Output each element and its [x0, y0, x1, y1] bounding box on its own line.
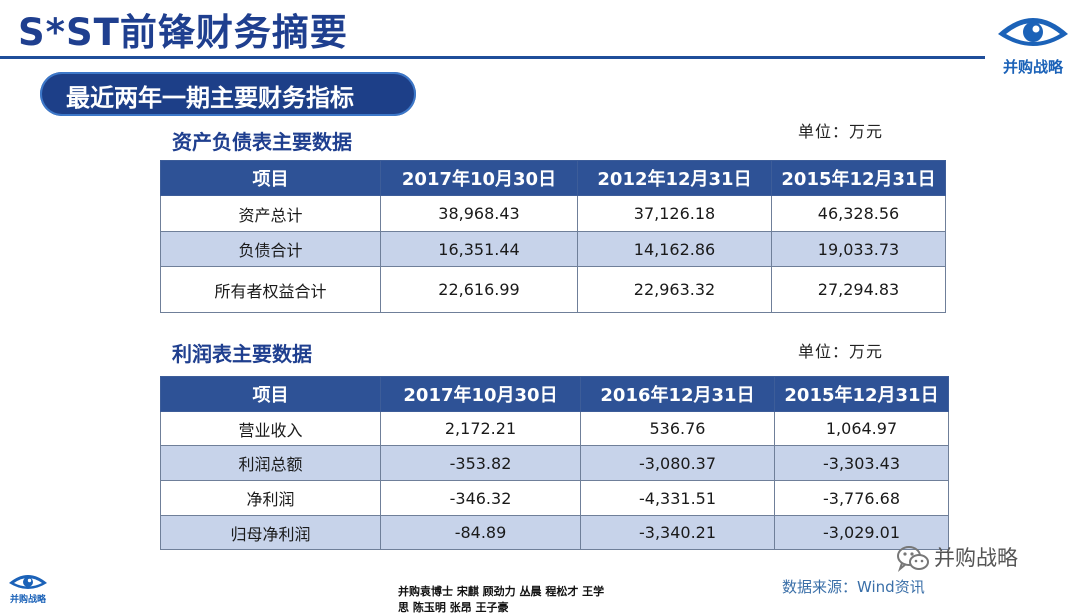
watermark-text: 并购战略 — [934, 546, 1018, 570]
row-label: 资产总计 — [160, 195, 381, 232]
table-cell: -4,331.51 — [580, 480, 775, 516]
table-cell: 38,968.43 — [380, 195, 578, 232]
table-row: 营业收入 2,172.21 536.76 1,064.97 — [160, 411, 949, 446]
table-header-row: 项目 2017年10月30日 2012年12月31日 2015年12月31日 — [160, 160, 946, 196]
table-cell: -3,776.68 — [774, 480, 949, 516]
row-label: 所有者权益合计 — [160, 266, 381, 313]
balance-sheet-table: 项目 2017年10月30日 2012年12月31日 2015年12月31日 资… — [160, 160, 946, 313]
section-banner-text: 最近两年一期主要财务指标 — [66, 84, 354, 112]
wechat-icon — [897, 546, 929, 573]
page-title: S*ST前锋财务摘要 — [18, 11, 348, 54]
table-cell: 536.76 — [580, 411, 775, 446]
table-cell: -346.32 — [380, 480, 581, 516]
table-cell: 1,064.97 — [774, 411, 949, 446]
table-row: 资产总计 38,968.43 37,126.18 46,328.56 — [160, 195, 946, 232]
table-row: 负债合计 16,351.44 14,162.86 19,033.73 — [160, 231, 946, 267]
table-cell: 46,328.56 — [771, 195, 946, 232]
column-header: 2016年12月31日 — [580, 376, 775, 412]
table-cell: -353.82 — [380, 445, 581, 481]
income-statement-title: 利润表主要数据 — [172, 342, 312, 366]
title-divider — [0, 56, 985, 59]
table-header-row: 项目 2017年10月30日 2016年12月31日 2015年12月31日 — [160, 376, 949, 412]
table-cell: -84.89 — [380, 515, 581, 550]
row-label: 归母净利润 — [160, 515, 381, 550]
income-statement-table: 项目 2017年10月30日 2016年12月31日 2015年12月31日 营… — [160, 376, 949, 550]
table-row: 归母净利润 -84.89 -3,340.21 -3,029.01 — [160, 515, 949, 550]
authors-line-2: 思 陈玉明 张昂 王子豪 — [398, 601, 509, 614]
eye-logo-icon — [9, 575, 47, 589]
table-row: 净利润 -346.32 -4,331.51 -3,776.68 — [160, 480, 949, 516]
table-cell: 22,616.99 — [380, 266, 578, 313]
table-cell: -3,029.01 — [774, 515, 949, 550]
table-cell: 37,126.18 — [577, 195, 772, 232]
column-header: 项目 — [160, 160, 381, 196]
row-label: 负债合计 — [160, 231, 381, 267]
table-cell: 14,162.86 — [577, 231, 772, 267]
table-row: 所有者权益合计 22,616.99 22,963.32 27,294.83 — [160, 266, 946, 313]
data-source: 数据来源：Wind资讯 — [782, 578, 925, 596]
column-header: 2017年10月30日 — [380, 376, 581, 412]
table-cell: 27,294.83 — [771, 266, 946, 313]
section-banner: 最近两年一期主要财务指标 — [40, 72, 416, 116]
balance-unit: 单位：万元 — [798, 122, 884, 141]
row-label: 净利润 — [160, 480, 381, 516]
row-label: 营业收入 — [160, 411, 381, 446]
table-cell: 22,963.32 — [577, 266, 772, 313]
eye-logo-icon — [998, 18, 1068, 46]
row-label: 利润总额 — [160, 445, 381, 481]
authors-line-1: 并购袁博士 宋麒 顾劲力 丛晨 程松才 王学 — [398, 585, 605, 598]
brand-logo: 并购战略 — [992, 8, 1074, 80]
logo-text: 并购战略 — [1002, 58, 1063, 76]
authors-credit: 并购袁博士 宋麒 顾劲力 丛晨 程松才 王学 思 陈玉明 张昂 王子豪 — [398, 584, 668, 616]
table-cell: -3,303.43 — [774, 445, 949, 481]
column-header: 2012年12月31日 — [577, 160, 772, 196]
income-unit: 单位：万元 — [798, 342, 884, 361]
column-header: 2015年12月31日 — [771, 160, 946, 196]
table-cell: 16,351.44 — [380, 231, 578, 267]
footer-logo: 并购战略 — [6, 570, 50, 606]
wechat-watermark: 并购战略 — [896, 542, 1018, 573]
table-cell: -3,340.21 — [580, 515, 775, 550]
column-header: 2017年10月30日 — [380, 160, 578, 196]
footer-logo-text: 并购战略 — [9, 595, 46, 605]
column-header: 项目 — [160, 376, 381, 412]
table-cell: 19,033.73 — [771, 231, 946, 267]
table-row: 利润总额 -353.82 -3,080.37 -3,303.43 — [160, 445, 949, 481]
table-cell: -3,080.37 — [580, 445, 775, 481]
table-cell: 2,172.21 — [380, 411, 581, 446]
column-header: 2015年12月31日 — [774, 376, 949, 412]
balance-sheet-title: 资产负债表主要数据 — [172, 130, 352, 154]
